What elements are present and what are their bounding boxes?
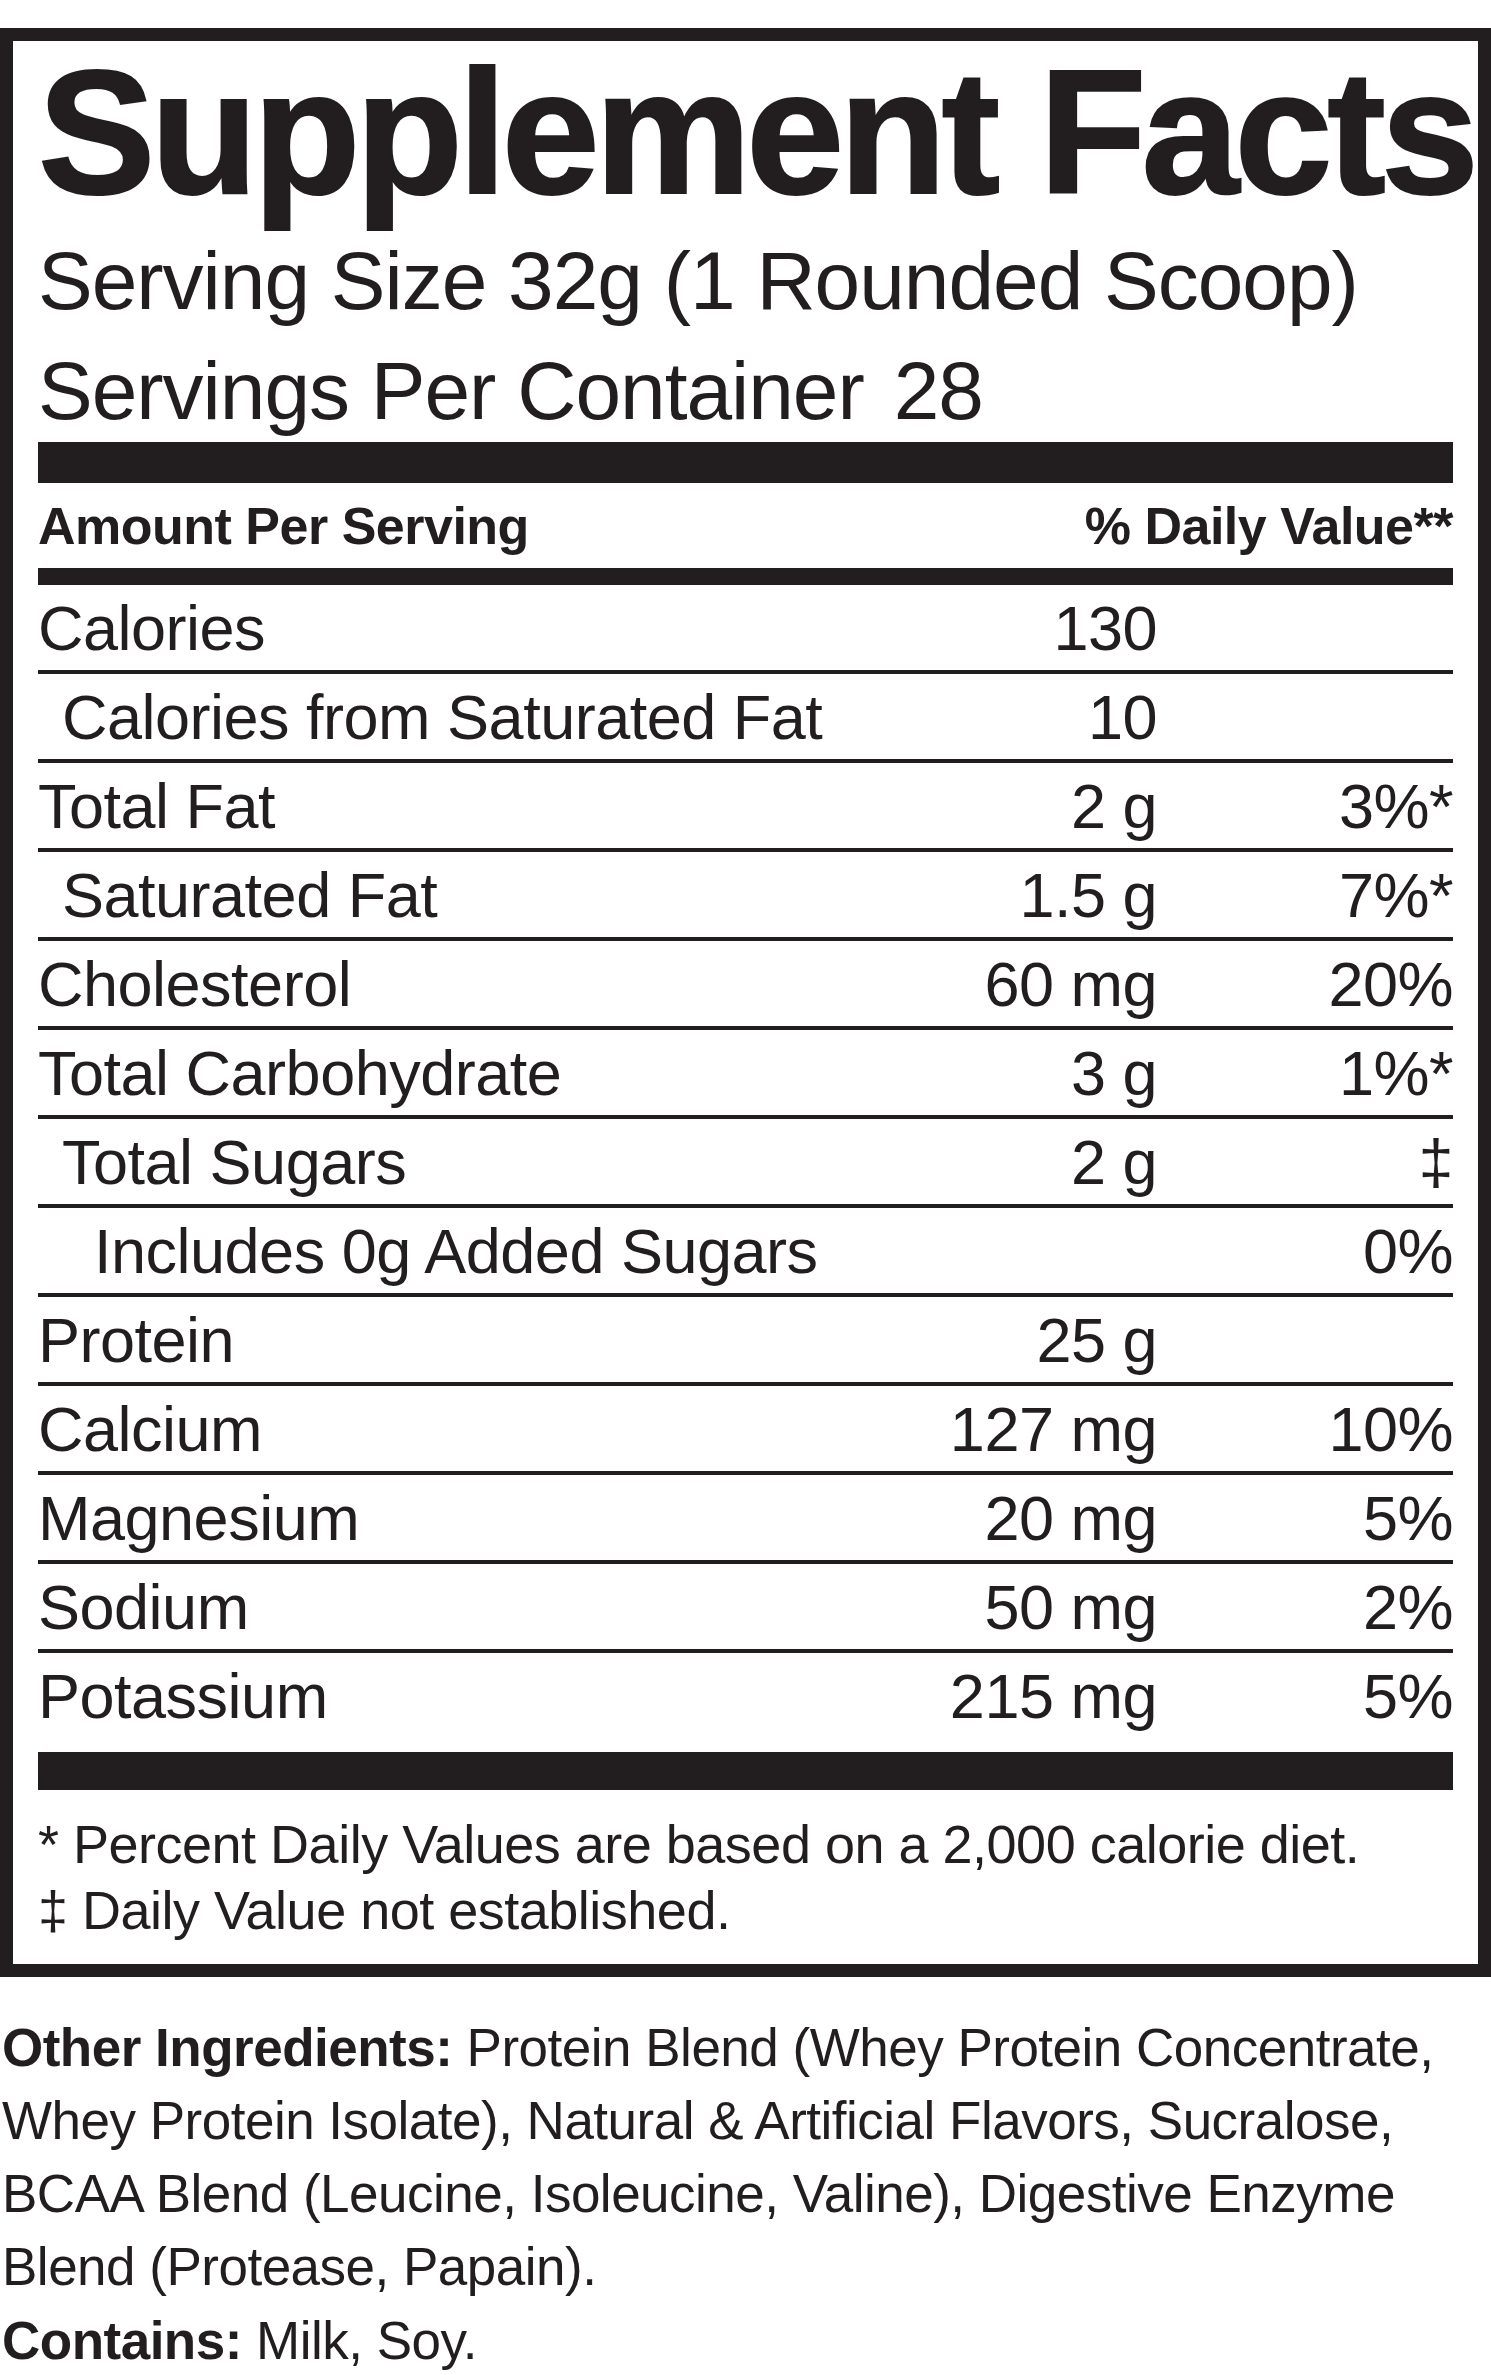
nutrient-daily-value: 5%: [1157, 1660, 1453, 1732]
nutrition-row: Calcium 127 mg 10%: [38, 1382, 1453, 1471]
page-title: Supplement Facts: [38, 49, 1453, 216]
nutrient-daily-value: 5%: [1157, 1482, 1453, 1554]
nutrient-name: Total Sugars: [38, 1126, 897, 1198]
nutrient-name: Saturated Fat: [38, 859, 897, 931]
separator-bar-thick-bottom: [38, 1752, 1453, 1790]
nutrition-row: Protein 25 g: [38, 1293, 1453, 1382]
nutrition-row: Total Sugars 2 g ‡: [38, 1115, 1453, 1204]
other-ingredients-paragraph: Other Ingredients: Protein Blend (Whey P…: [2, 2011, 1489, 2304]
footnote-daily-value-not-established: ‡ Daily Value not established.: [38, 1878, 1453, 1944]
separator-bar-medium: [38, 568, 1453, 585]
nutrient-daily-value: 0%: [1157, 1215, 1453, 1287]
nutrient-amount: 3 g: [897, 1037, 1157, 1109]
separator-bar-thick-top: [38, 442, 1453, 483]
daily-value-header: % Daily Value**: [1085, 496, 1453, 556]
nutrient-name: Calories from Saturated Fat: [38, 681, 897, 753]
nutrient-amount: 2 g: [897, 770, 1157, 842]
nutrient-name: Cholesterol: [38, 948, 897, 1020]
nutrition-header-row: Amount Per Serving % Daily Value**: [38, 483, 1453, 568]
servings-per-container-text: Servings Per Container28: [38, 350, 1453, 432]
nutrient-name: Total Fat: [38, 770, 897, 842]
nutrient-daily-value: 1%*: [1157, 1037, 1453, 1109]
nutrient-amount: 2 g: [897, 1126, 1157, 1198]
nutrition-row: Potassium 215 mg 5%: [38, 1649, 1453, 1738]
servings-per-container-value: 28: [894, 345, 983, 436]
nutrient-amount: 60 mg: [897, 948, 1157, 1020]
contains-paragraph: Contains: Milk, Soy.: [2, 2304, 1489, 2375]
nutrient-daily-value: 20%: [1157, 948, 1453, 1020]
nutrient-amount: 25 g: [897, 1304, 1157, 1376]
nutrition-row: Saturated Fat 1.5 g 7%*: [38, 848, 1453, 937]
serving-size-text: Serving Size 32g (1 Rounded Scoop): [38, 240, 1453, 322]
nutrition-rows: Calories 130 Calories from Saturated Fat…: [38, 585, 1453, 1738]
footnotes: * Percent Daily Values are based on a 2,…: [38, 1812, 1453, 1944]
nutrient-name: Protein: [38, 1304, 897, 1376]
nutrient-daily-value: ‡: [1157, 1126, 1453, 1198]
nutrition-row: Includes 0g Added Sugars 0%: [38, 1204, 1453, 1293]
contains-label: Contains:: [2, 2311, 242, 2370]
footnote-daily-values: * Percent Daily Values are based on a 2,…: [38, 1812, 1453, 1878]
nutrient-name: Calories: [38, 592, 897, 664]
nutrient-name: Potassium: [38, 1660, 897, 1732]
nutrition-row: Sodium 50 mg 2%: [38, 1560, 1453, 1649]
nutrition-row: Magnesium 20 mg 5%: [38, 1471, 1453, 1560]
nutrient-amount: 130: [897, 592, 1157, 664]
servings-per-container-label: Servings Per Container: [38, 345, 864, 436]
nutrition-row: Calories from Saturated Fat 10: [38, 670, 1453, 759]
nutrient-daily-value: 7%*: [1157, 859, 1453, 931]
nutrient-name: Magnesium: [38, 1482, 897, 1554]
amount-per-serving-header: Amount Per Serving: [38, 496, 529, 556]
nutrient-amount: 127 mg: [897, 1393, 1157, 1465]
nutrition-row: Total Carbohydrate 3 g 1%*: [38, 1026, 1453, 1115]
nutrient-amount: 20 mg: [897, 1482, 1157, 1554]
nutrient-daily-value: 2%: [1157, 1571, 1453, 1643]
nutrient-name: Total Carbohydrate: [38, 1037, 897, 1109]
contains-text: Milk, Soy.: [242, 2311, 477, 2370]
nutrient-amount: 50 mg: [897, 1571, 1157, 1643]
nutrient-name: Sodium: [38, 1571, 897, 1643]
other-ingredients-label: Other Ingredients:: [2, 2018, 452, 2077]
ingredients-block: Other Ingredients: Protein Blend (Whey P…: [2, 2011, 1489, 2375]
nutrient-daily-value: 3%*: [1157, 770, 1453, 842]
nutrient-amount: 10: [897, 681, 1157, 753]
nutrient-daily-value: 10%: [1157, 1393, 1453, 1465]
nutrient-amount: 215 mg: [897, 1660, 1157, 1732]
nutrient-name: Calcium: [38, 1393, 897, 1465]
nutrition-row: Calories 130: [38, 585, 1453, 670]
nutrient-amount: 1.5 g: [897, 859, 1157, 931]
nutrition-row: Total Fat 2 g 3%*: [38, 759, 1453, 848]
nutrition-row: Cholesterol 60 mg 20%: [38, 937, 1453, 1026]
nutrient-name: Includes 0g Added Sugars: [38, 1215, 897, 1287]
supplement-facts-panel: Supplement Facts Serving Size 32g (1 Rou…: [0, 28, 1491, 1977]
